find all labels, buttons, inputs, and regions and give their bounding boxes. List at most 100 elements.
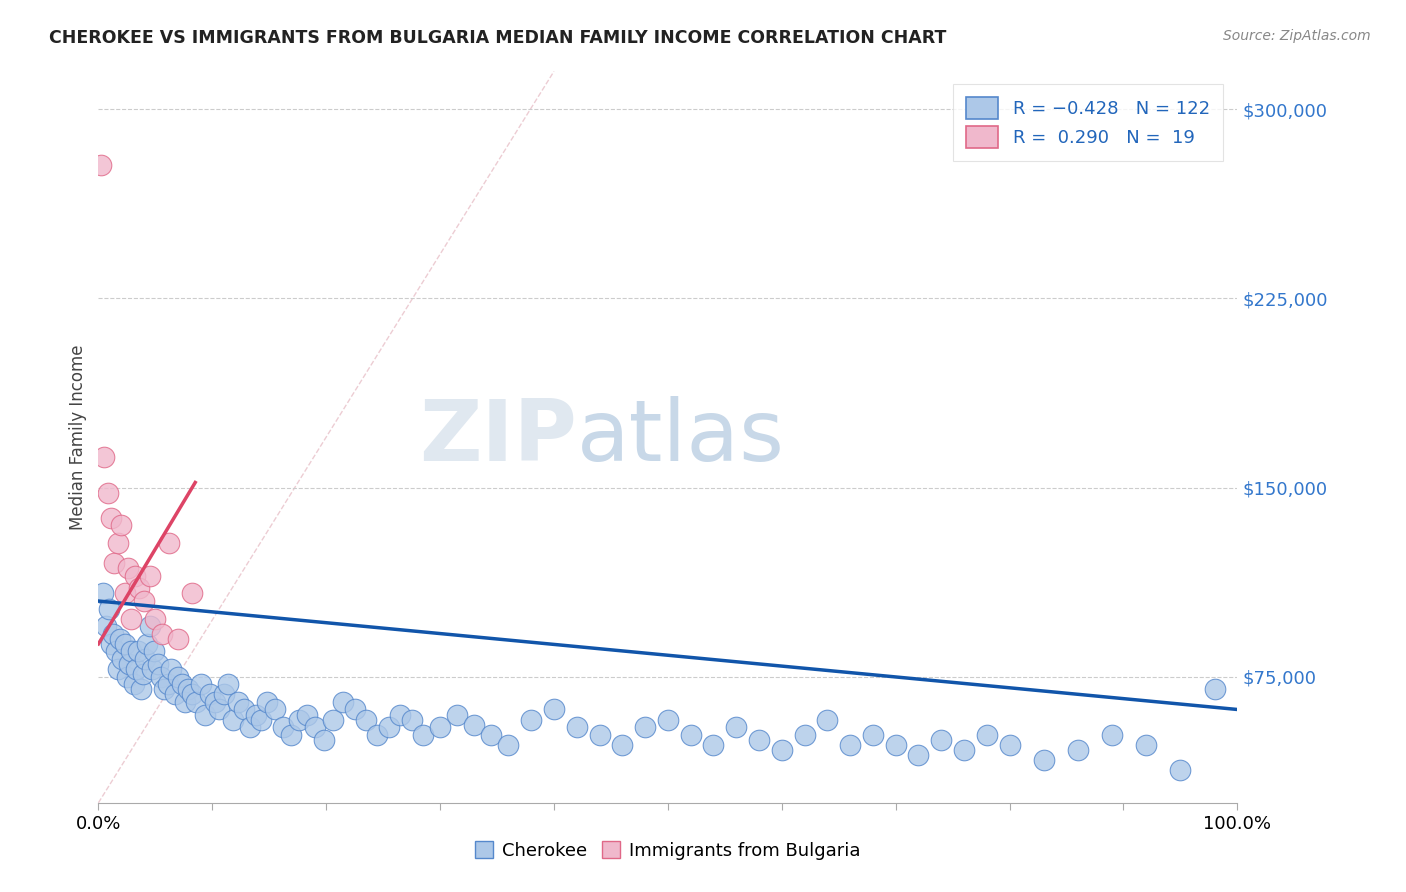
Point bbox=[479, 728, 502, 742]
Point bbox=[90, 158, 112, 172]
Point bbox=[91, 586, 114, 600]
Point bbox=[1170, 763, 1192, 777]
Point bbox=[127, 644, 149, 658]
Point bbox=[107, 662, 129, 676]
Point bbox=[250, 713, 273, 727]
Point bbox=[174, 695, 197, 709]
Point bbox=[104, 644, 127, 658]
Point bbox=[180, 586, 202, 600]
Point bbox=[312, 732, 335, 747]
Point bbox=[588, 728, 610, 742]
Point bbox=[198, 687, 221, 701]
Point bbox=[145, 612, 167, 626]
Point bbox=[233, 702, 256, 716]
Point bbox=[343, 702, 366, 716]
Point bbox=[1135, 738, 1157, 752]
Point bbox=[134, 652, 156, 666]
Point bbox=[96, 619, 118, 633]
Point bbox=[177, 682, 200, 697]
Point bbox=[132, 667, 155, 681]
Point bbox=[520, 713, 543, 727]
Point bbox=[204, 695, 226, 709]
Point bbox=[565, 720, 588, 734]
Point bbox=[103, 556, 125, 570]
Point bbox=[907, 747, 929, 762]
Point bbox=[125, 662, 148, 676]
Y-axis label: Median Family Income: Median Family Income bbox=[69, 344, 87, 530]
Point bbox=[167, 632, 190, 646]
Text: ZIP: ZIP bbox=[419, 395, 576, 479]
Point bbox=[1032, 753, 1054, 767]
Point bbox=[97, 601, 120, 615]
Point bbox=[446, 707, 468, 722]
Point bbox=[100, 637, 122, 651]
Point bbox=[217, 677, 239, 691]
Text: atlas: atlas bbox=[576, 395, 785, 479]
Point bbox=[222, 713, 245, 727]
Point bbox=[239, 720, 262, 734]
Text: CHEROKEE VS IMMIGRANTS FROM BULGARIA MEDIAN FAMILY INCOME CORRELATION CHART: CHEROKEE VS IMMIGRANTS FROM BULGARIA MED… bbox=[49, 29, 946, 46]
Point bbox=[612, 738, 634, 752]
Point bbox=[815, 713, 838, 727]
Point bbox=[110, 518, 132, 533]
Point bbox=[150, 670, 173, 684]
Point bbox=[543, 702, 565, 716]
Point bbox=[141, 662, 163, 676]
Point bbox=[998, 738, 1021, 752]
Point bbox=[280, 728, 302, 742]
Point bbox=[412, 728, 434, 742]
Point bbox=[138, 569, 160, 583]
Point bbox=[160, 662, 183, 676]
Point bbox=[108, 632, 131, 646]
Point bbox=[212, 687, 235, 701]
Point bbox=[138, 619, 160, 633]
Point bbox=[884, 738, 907, 752]
Point bbox=[1101, 728, 1123, 742]
Point bbox=[770, 743, 793, 757]
Point bbox=[167, 670, 190, 684]
Point bbox=[156, 677, 179, 691]
Point bbox=[634, 720, 657, 734]
Point bbox=[976, 728, 998, 742]
Point bbox=[725, 720, 748, 734]
Point bbox=[748, 732, 770, 747]
Point bbox=[150, 627, 173, 641]
Point bbox=[378, 720, 401, 734]
Point bbox=[143, 644, 166, 658]
Point bbox=[118, 657, 141, 671]
Point bbox=[1204, 682, 1226, 697]
Point bbox=[120, 644, 142, 658]
Point bbox=[157, 536, 180, 550]
Point bbox=[839, 738, 862, 752]
Point bbox=[389, 707, 412, 722]
Point bbox=[304, 720, 326, 734]
Point bbox=[180, 687, 202, 701]
Point bbox=[170, 677, 193, 691]
Point bbox=[122, 677, 145, 691]
Point bbox=[228, 695, 250, 709]
Point bbox=[96, 485, 118, 500]
Point bbox=[657, 713, 679, 727]
Point bbox=[153, 682, 176, 697]
Legend: Cherokee, Immigrants from Bulgaria: Cherokee, Immigrants from Bulgaria bbox=[468, 834, 868, 867]
Point bbox=[117, 561, 139, 575]
Point bbox=[208, 702, 231, 716]
Point bbox=[271, 720, 294, 734]
Point bbox=[128, 582, 150, 596]
Point bbox=[120, 612, 142, 626]
Point bbox=[114, 637, 136, 651]
Point bbox=[322, 713, 344, 727]
Point bbox=[332, 695, 354, 709]
Point bbox=[186, 695, 208, 709]
Point bbox=[107, 536, 129, 550]
Point bbox=[245, 707, 267, 722]
Point bbox=[190, 677, 212, 691]
Point bbox=[929, 732, 952, 747]
Point bbox=[1067, 743, 1090, 757]
Point bbox=[401, 713, 423, 727]
Point bbox=[163, 687, 186, 701]
Point bbox=[862, 728, 884, 742]
Point bbox=[194, 707, 217, 722]
Point bbox=[256, 695, 278, 709]
Point bbox=[111, 652, 134, 666]
